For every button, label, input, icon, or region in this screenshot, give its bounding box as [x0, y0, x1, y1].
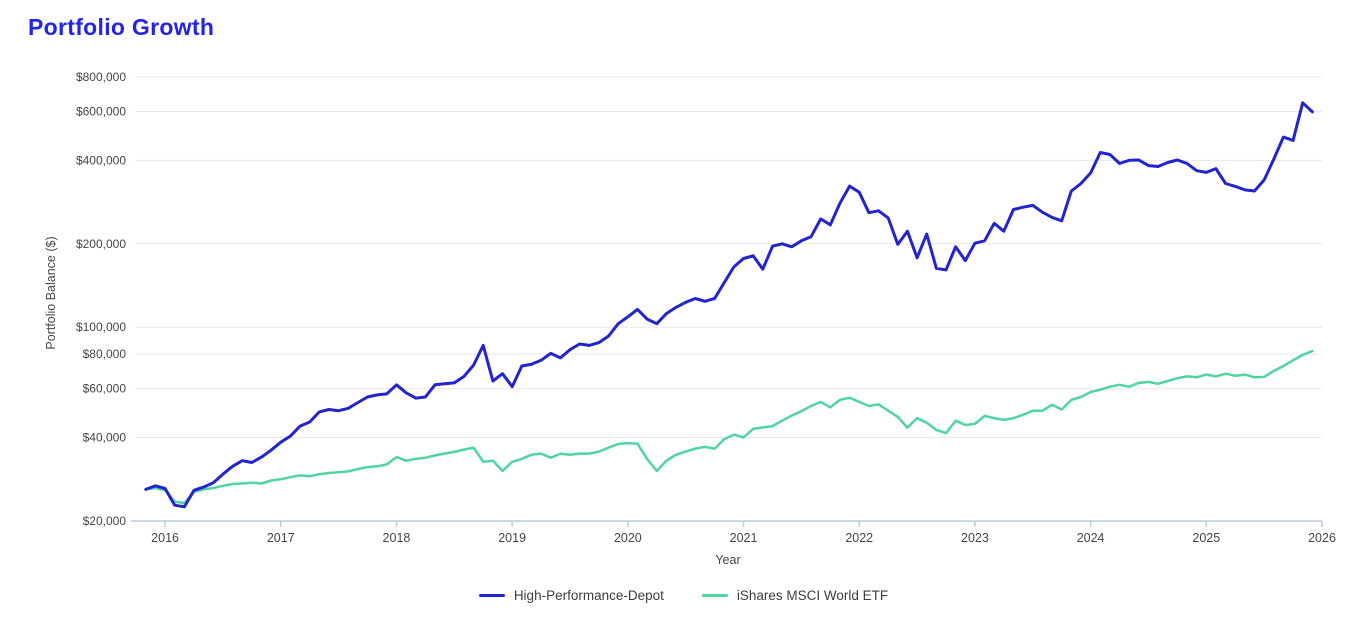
x-tick-label: 2019	[498, 531, 526, 545]
y-tick-label: $20,000	[83, 514, 127, 528]
page-title: Portfolio Growth	[28, 14, 215, 40]
x-tick-label: 2026	[1308, 531, 1336, 545]
y-tick-label: $400,000	[76, 153, 126, 167]
legend-label-high-performance-depot: High-Performance-Depot	[513, 588, 664, 603]
y-tick-label: $800,000	[76, 70, 126, 84]
x-tick-label: 2017	[267, 531, 295, 545]
y-tick-label: $600,000	[76, 105, 126, 119]
y-axis-title: Portfolio Balance ($)	[44, 236, 58, 350]
x-tick-label: 2016	[151, 531, 179, 545]
x-tick-label: 2024	[1077, 531, 1105, 545]
x-tick-label: 2023	[961, 531, 989, 545]
y-tick-label: $200,000	[76, 237, 126, 251]
y-tick-label: $40,000	[83, 431, 127, 445]
x-tick-label: 2020	[614, 531, 642, 545]
legend-label-ishares-msci-world-etf: iShares MSCI World ETF	[736, 588, 889, 603]
series-line-ishares-msci-world-etf	[144, 349, 1314, 505]
x-axis-title: Year	[715, 553, 741, 567]
x-tick-label: 2022	[845, 531, 873, 545]
x-tick-label: 2025	[1192, 531, 1220, 545]
y-tick-label: $80,000	[83, 347, 127, 361]
legend-line-swatch-blue	[478, 594, 505, 597]
legend-line-swatch-teal	[701, 594, 728, 597]
series-line-high-performance-depot	[144, 101, 1314, 509]
x-tick-label: 2021	[730, 531, 758, 545]
legend-item-high-performance-depot[interactable]: High-Performance-Depot	[478, 588, 664, 603]
y-tick-label: $100,000	[76, 320, 126, 334]
y-tick-label: $60,000	[83, 382, 127, 396]
chart-legend: High-Performance-Depot iShares MSCI Worl…	[0, 588, 1367, 603]
x-tick-label: 2018	[383, 531, 411, 545]
legend-item-ishares-msci-world-etf[interactable]: iShares MSCI World ETF	[701, 588, 889, 603]
